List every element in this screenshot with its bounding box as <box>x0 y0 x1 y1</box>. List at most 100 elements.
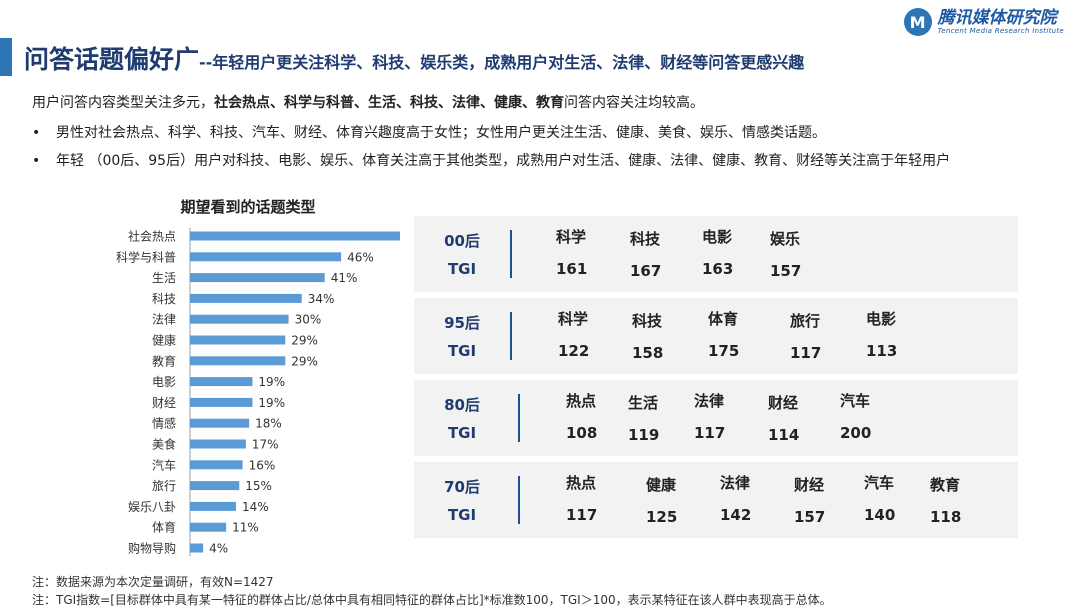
tgi-panel: 80后 TGI 热点 108 生活 119 法律 117 财经 114 汽车 200 <box>414 380 1018 456</box>
title-subtitle: --年轻用户更关注科学、科技、娱乐类，成熟用户对生活、法律、财经等问答更感兴趣 <box>199 53 805 72</box>
bar-category-label: 生活 <box>152 271 176 285</box>
tgi-category: 科技 <box>630 230 661 248</box>
bar-category-label: 娱乐八卦 <box>128 500 176 514</box>
note-source: 注：数据来源为本次定量调研，有效N=1427 <box>32 575 274 589</box>
tgi-value: 114 <box>768 426 800 444</box>
tgi-group-label: 95后 <box>444 314 480 332</box>
bar-category-label: 健康 <box>152 333 176 348</box>
tgi-value: 158 <box>632 344 664 362</box>
tgi-metric-label: TGI <box>447 260 477 278</box>
bar <box>190 273 325 283</box>
tgi-group-label: 80后 <box>444 396 480 414</box>
bar-category-label: 汽车 <box>152 457 176 472</box>
tgi-category: 法律 <box>694 392 725 410</box>
tgi-value: 140 <box>864 506 896 524</box>
tgi-panel: 70后 TGI 热点 117 健康 125 法律 142 财经 157 汽车 140 教育 118 <box>414 462 1018 538</box>
title-main: 问答话题偏好广 <box>24 45 200 74</box>
bar-value-label: 11% <box>232 521 259 535</box>
bar-value-label: 34% <box>308 292 335 306</box>
bar-value-label: 14% <box>242 500 269 514</box>
tgi-panel: 95后 TGI 科学 122 科技 158 体育 175 旅行 117 电影 113 <box>414 298 1018 374</box>
tgi-category: 电影 <box>866 310 897 328</box>
bar <box>190 377 253 387</box>
bar <box>190 314 289 324</box>
tgi-category: 财经 <box>768 394 799 412</box>
bar-category-label: 情感 <box>152 416 176 431</box>
tgi-group-label: 70后 <box>444 478 480 496</box>
tgi-value: 117 <box>790 344 822 362</box>
bar-value-label: 29% <box>291 354 318 368</box>
tgi-category: 教育 <box>930 476 961 494</box>
tgi-category: 电影 <box>702 228 733 246</box>
bullet-item: • 男性对社会热点、科学、科技、汽车、财经、体育兴趣度高于女性；女性用户更关注生活… <box>32 122 826 142</box>
tgi-value: 117 <box>694 424 726 442</box>
tgi-category: 娱乐 <box>770 230 801 248</box>
tgi-group-label: 00后 <box>444 232 480 250</box>
bar <box>190 231 400 241</box>
note-tgi: 注：TGI指数=[目标群体中具有某一特征的群体占比/总体中具有相同特征的群体占比… <box>32 593 832 607</box>
bullet-dot: • <box>32 125 41 141</box>
tgi-value: 119 <box>628 426 660 444</box>
bar <box>190 356 286 366</box>
bar-category-label: 美食 <box>152 437 176 452</box>
bullet-text: 男性对社会热点、科学、科技、汽车、财经、体育兴趣度高于女性；女性用户更关注生活、… <box>56 125 826 141</box>
bar-value-label: 18% <box>255 417 282 431</box>
bar-value-label: 29% <box>291 334 318 348</box>
logo-name-cn: 腾讯媒体研究院 <box>937 8 1057 28</box>
chart-title: 期望看到的话题类型 <box>180 198 315 216</box>
bar <box>190 501 236 511</box>
bar-category-label: 社会热点 <box>128 229 176 244</box>
bar-value-label: 19% <box>258 396 285 410</box>
tgi-value: 163 <box>702 260 734 278</box>
tgi-value: 175 <box>708 342 740 360</box>
bar-category-label: 体育 <box>152 520 176 535</box>
logo-icon: M <box>903 8 932 36</box>
tgi-value: 113 <box>866 342 898 360</box>
intro-suffix: 问答内容关注均较高。 <box>564 95 704 111</box>
tgi-value: 167 <box>630 262 662 280</box>
bar-category-label: 旅行 <box>152 479 176 493</box>
bar <box>190 439 246 449</box>
bar-value-label: 4% <box>209 542 228 556</box>
bar-category-label: 财经 <box>152 396 176 410</box>
bar-category-label: 科学与科普 <box>116 249 176 264</box>
tgi-value: 157 <box>770 262 802 280</box>
bar-value-label: 17% <box>252 438 279 452</box>
tgi-value: 118 <box>930 508 962 526</box>
logo-name-en: Tencent Media Research Institute <box>937 27 1064 35</box>
bar-value-label: 41% <box>331 271 358 285</box>
tgi-category: 热点 <box>566 392 597 410</box>
bar <box>190 418 250 428</box>
bar-category-label: 科技 <box>152 292 176 306</box>
bar-category-label: 电影 <box>152 375 176 389</box>
tgi-category: 汽车 <box>864 474 895 492</box>
tgi-value: 122 <box>558 342 590 360</box>
page-title: 问答话题偏好广--年轻用户更关注科学、科技、娱乐类，成熟用户对生活、法律、财经等… <box>24 40 804 76</box>
title-accent-bar <box>0 38 12 76</box>
bar <box>190 335 286 345</box>
tgi-value: 125 <box>646 508 678 526</box>
tgi-category: 体育 <box>708 310 739 328</box>
tgi-category: 热点 <box>566 474 597 492</box>
tgi-category: 生活 <box>628 394 659 412</box>
bar-value-label: 46% <box>347 250 374 264</box>
tgi-category: 法律 <box>720 474 751 492</box>
tgi-category: 旅行 <box>790 312 821 330</box>
tgi-separator <box>518 476 520 524</box>
bar <box>190 397 253 407</box>
tgi-value: 117 <box>566 506 598 524</box>
bar <box>190 252 342 262</box>
bar <box>190 522 227 532</box>
intro-bold: 社会热点、科学与科普、生活、科技、法律、健康、教育 <box>214 95 564 111</box>
bar <box>190 293 302 303</box>
tgi-category: 财经 <box>794 476 825 494</box>
bullet-dot: • <box>32 153 41 169</box>
bar-value-label: 16% <box>249 458 276 472</box>
bar-category-label: 法律 <box>152 313 176 327</box>
intro-prefix: 用户问答内容类型关注多元， <box>32 95 214 111</box>
bar <box>190 543 204 553</box>
tgi-value: 161 <box>556 260 588 278</box>
tgi-separator <box>518 394 520 442</box>
topic-bar-chart: 期望看到的话题类型社会热点65%科学与科普46%生活41%科技34%法律30%健… <box>116 198 400 556</box>
bar-value-label: 19% <box>258 375 285 389</box>
